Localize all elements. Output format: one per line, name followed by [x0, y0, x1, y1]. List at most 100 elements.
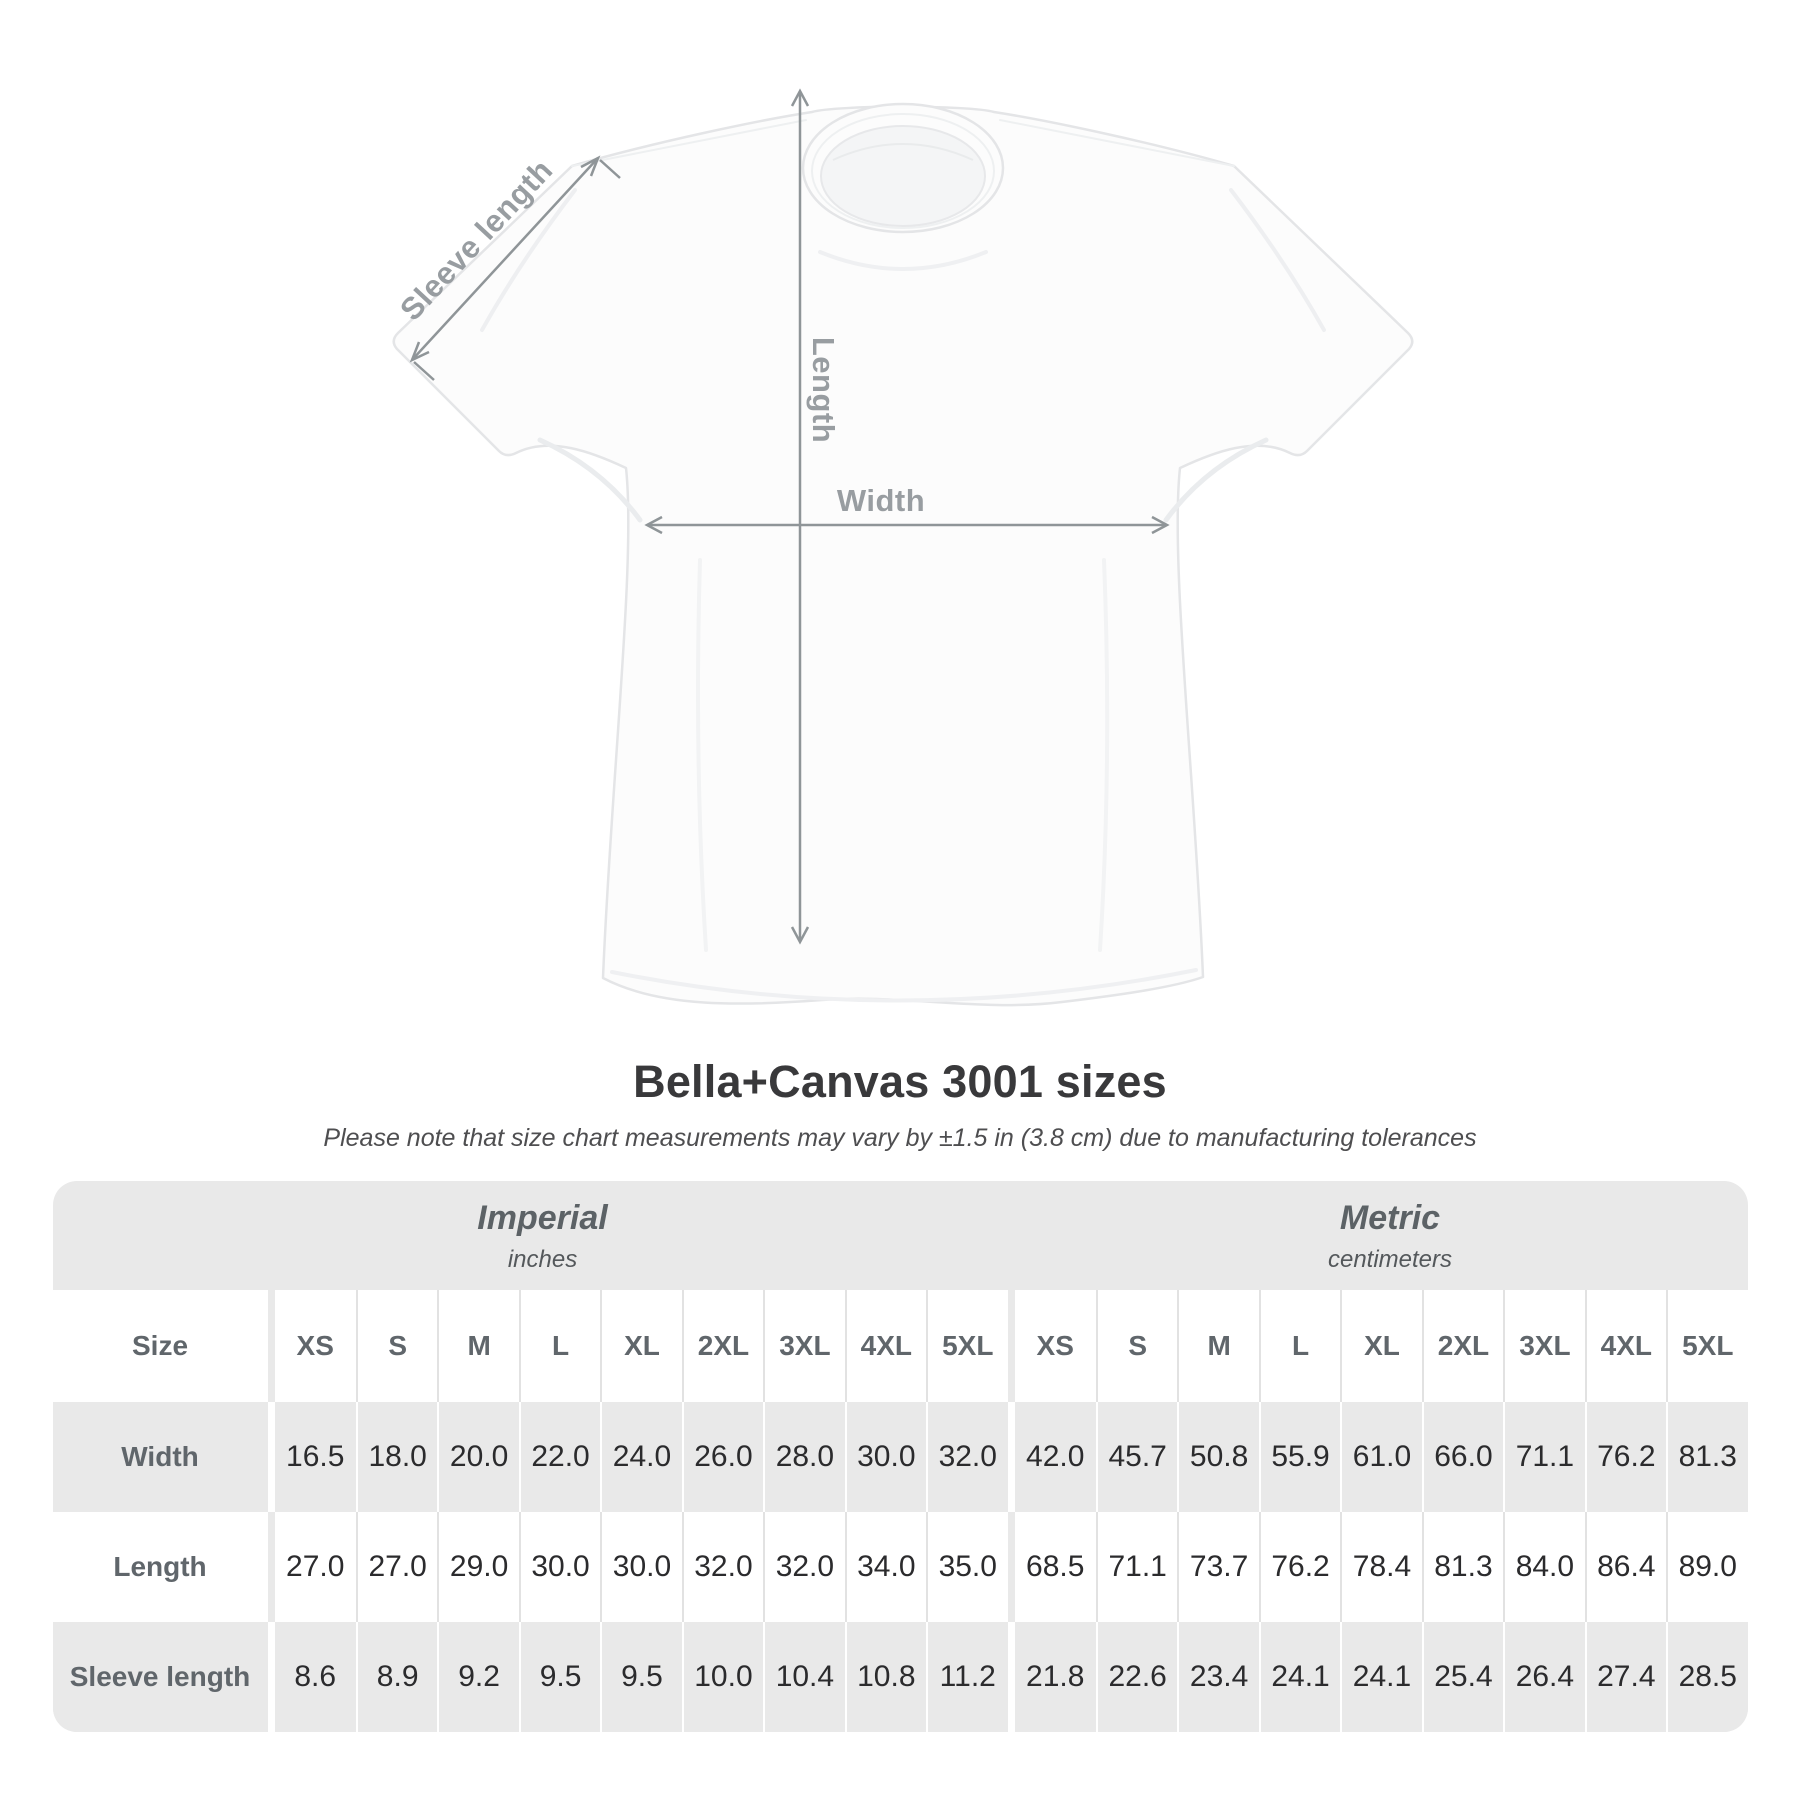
sleeve-value-cell: 21.8 [1026, 1660, 1085, 1693]
width-value-cell: 61.0 [1340, 1402, 1421, 1512]
sleeve-metric-values: 21.8 22.6 23.4 24.1 24.1 25.4 26.4 27.4 28.5 [1007, 1622, 1748, 1732]
length-imperial-values: 27.0 27.0 29.0 30.0 30.0 32.0 32.0 34.0 35.0 [267, 1512, 1008, 1622]
size-column-header: 4XL [844, 1290, 926, 1402]
width-value-cell: 66.0 [1421, 1402, 1503, 1512]
length-value-cell: 35.0 [926, 1512, 1007, 1622]
size-column-header: M [1177, 1290, 1258, 1402]
width-value-cell: 28.0 [763, 1402, 844, 1512]
sleeve-value-cell: 8.6 [294, 1660, 337, 1693]
tshirt-diagram: Length Width Sleeve length [392, 88, 1414, 1007]
imperial-size-headers: XS S M L XL 2XL 3XL 4XL 5XL [267, 1290, 1008, 1402]
sleeve-value-cell: 24.1 [1340, 1622, 1421, 1732]
sleeve-value-cell: 25.4 [1421, 1622, 1503, 1732]
width-value-cell: 24.0 [600, 1402, 681, 1512]
imperial-header: Imperial inches [53, 1199, 1033, 1274]
width-metric-values: 42.0 45.7 50.8 55.9 61.0 66.0 71.1 76.2 81.3 [1007, 1402, 1748, 1512]
size-column-header: 5XL [1666, 1290, 1747, 1402]
length-value-cell: 32.0 [763, 1512, 844, 1622]
tshirt-image: Length Width Sleeve length [392, 88, 1414, 1007]
size-column-header: 3XL [1503, 1290, 1584, 1402]
length-label: Length [806, 337, 841, 443]
size-column-header: 5XL [926, 1290, 1007, 1402]
width-imperial-values: 16.5 18.0 20.0 22.0 24.0 26.0 28.0 30.0 32.0 [267, 1402, 1008, 1512]
width-value-cell: 30.0 [844, 1402, 926, 1512]
table-row-sleeve-length: Sleeve length 8.6 8.9 9.2 9.5 9.5 10.0 10.4 10.… [52, 1622, 1748, 1732]
length-value-cell: 30.0 [600, 1512, 681, 1622]
sleeve-value-cell: 8.9 [355, 1622, 437, 1732]
size-column-header: XS [1036, 1330, 1074, 1361]
sleeve-value-cell: 10.8 [844, 1622, 926, 1732]
size-column-header: XL [600, 1290, 681, 1402]
sleeve-value-cell: 28.5 [1666, 1622, 1747, 1732]
length-value-cell: 68.5 [1026, 1550, 1085, 1583]
length-value-cell: 86.4 [1584, 1512, 1666, 1622]
size-column-header: S [1095, 1290, 1177, 1402]
size-column-header: L [1258, 1290, 1340, 1402]
sleeve-value-cell: 23.4 [1177, 1622, 1258, 1732]
metric-header: Metric centimeters [1033, 1199, 1748, 1274]
imperial-label: Imperial [477, 1199, 608, 1237]
length-value-cell: 27.0 [286, 1550, 345, 1583]
row-label-length: Length [113, 1551, 207, 1582]
width-value-cell: 42.0 [1026, 1440, 1085, 1473]
length-value-cell: 84.0 [1503, 1512, 1584, 1622]
sleeve-value-cell: 10.0 [681, 1622, 763, 1732]
sleeve-value-cell: 10.4 [763, 1622, 844, 1732]
width-value-cell: 71.1 [1503, 1402, 1584, 1512]
size-column-header: 2XL [681, 1290, 763, 1402]
sleeve-value-cell: 9.2 [437, 1622, 518, 1732]
width-value-cell: 26.0 [681, 1402, 763, 1512]
sleeve-value-cell: 26.4 [1503, 1622, 1584, 1732]
sleeve-value-cell: 22.6 [1095, 1622, 1177, 1732]
metric-label: Metric [1339, 1199, 1441, 1237]
length-value-cell: 76.2 [1258, 1512, 1340, 1622]
sleeve-imperial-values: 8.6 8.9 9.2 9.5 9.5 10.0 10.4 10.8 11.2 [267, 1622, 1008, 1732]
row-label-width: Width [121, 1441, 199, 1472]
size-column-header: XL [1340, 1290, 1421, 1402]
width-value-cell: 55.9 [1258, 1402, 1340, 1512]
length-value-cell: 32.0 [681, 1512, 763, 1622]
unit-band: Imperial inches Metric centimeters [53, 1181, 1748, 1290]
length-value-cell: 89.0 [1666, 1512, 1747, 1622]
width-value-cell: 22.0 [518, 1402, 600, 1512]
size-column-header: S [355, 1290, 437, 1402]
table-row-width: Width 16.5 18.0 20.0 22.0 24.0 26.0 28.0 30.0 32… [52, 1402, 1748, 1512]
sleeve-value-cell: 11.2 [926, 1622, 1007, 1732]
page-title: Bella+Canvas 3001 sizes [633, 1056, 1167, 1107]
length-metric-values: 68.5 71.1 73.7 76.2 78.4 81.3 84.0 86.4 89.0 [1007, 1512, 1748, 1622]
size-column-header: 4XL [1584, 1290, 1666, 1402]
tshirt-shading [480, 119, 1326, 1003]
sleeve-value-cell: 27.4 [1584, 1622, 1666, 1732]
width-value-cell: 32.0 [926, 1402, 1007, 1512]
imperial-unit: inches [507, 1246, 578, 1273]
sleeve-length-arrow [409, 155, 621, 381]
tolerance-note: Please note that size chart measurements… [323, 1124, 1477, 1152]
width-value-cell: 20.0 [437, 1402, 518, 1512]
width-value-cell: 16.5 [286, 1440, 345, 1473]
width-value-cell: 81.3 [1666, 1402, 1747, 1512]
length-value-cell: 27.0 [355, 1512, 437, 1622]
metric-unit: centimeters [1327, 1246, 1453, 1273]
table-header-row: Size XS S M L XL 2XL 3XL 4XL 5XL XS S M L XL 2XL 3XL 4X… [52, 1290, 1748, 1402]
size-table: Imperial inches Metric centimeters Size … [52, 1181, 1748, 1732]
table-row-length: Length 27.0 27.0 29.0 30.0 30.0 32.0 32.0 34.0 3… [52, 1512, 1748, 1622]
sleeve-value-cell: 24.1 [1258, 1622, 1340, 1732]
sleeve-value-cell: 9.5 [600, 1622, 681, 1732]
length-value-cell: 34.0 [844, 1512, 926, 1622]
metric-size-headers: XS S M L XL 2XL 3XL 4XL 5XL [1007, 1290, 1748, 1402]
width-value-cell: 18.0 [355, 1402, 437, 1512]
width-value-cell: 50.8 [1177, 1402, 1258, 1512]
size-column-header: 3XL [763, 1290, 844, 1402]
length-value-cell: 30.0 [518, 1512, 600, 1622]
length-arrow [790, 88, 810, 945]
size-column-header: M [437, 1290, 518, 1402]
length-value-cell: 73.7 [1177, 1512, 1258, 1622]
width-value-cell: 45.7 [1095, 1402, 1177, 1512]
length-value-cell: 81.3 [1421, 1512, 1503, 1622]
tshirt-body [392, 105, 1414, 1007]
width-value-cell: 76.2 [1584, 1402, 1666, 1512]
size-column-header: L [518, 1290, 600, 1402]
width-arrow [644, 515, 1170, 535]
size-column-header: XS [296, 1330, 334, 1361]
